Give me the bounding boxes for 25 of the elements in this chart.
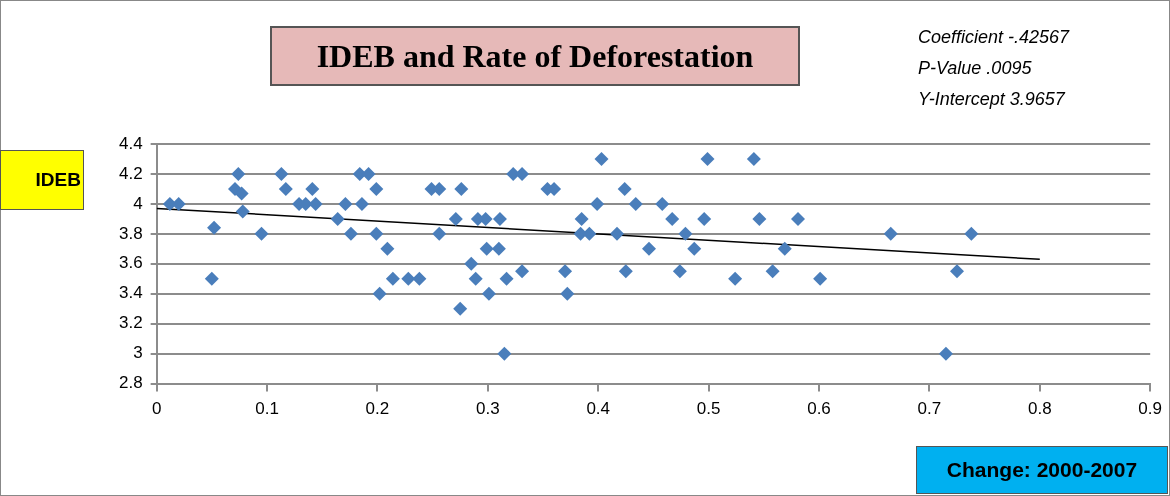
x-tick-label: 0 bbox=[151, 399, 162, 419]
y-tick-label: 3.4 bbox=[118, 283, 143, 303]
x-tick-label: 0.8 bbox=[1027, 399, 1052, 419]
x-tick-label: 0.5 bbox=[696, 399, 721, 419]
x-tick-label: 0.3 bbox=[476, 399, 500, 419]
y-tick-label: 3 bbox=[133, 343, 143, 363]
y-tick-label: 4 bbox=[133, 193, 143, 213]
y-tick-label: 4.2 bbox=[118, 163, 143, 183]
text: P-Value .0095 bbox=[918, 57, 1033, 80]
x-axis-title: Change: 2000-2007 bbox=[916, 446, 1168, 494]
y-tick-label: 3.2 bbox=[118, 313, 143, 333]
y-tick-label: 3.8 bbox=[118, 223, 143, 243]
y-axis-title: IDEB bbox=[0, 150, 84, 210]
x-tick-label: 0.4 bbox=[586, 399, 611, 419]
y-tick-label: 3.6 bbox=[118, 253, 143, 273]
y-tick-label: 4.4 bbox=[118, 133, 143, 153]
x-tick-label: 0.1 bbox=[255, 399, 279, 419]
chart-title: IDEB and Rate of Deforestation bbox=[270, 26, 800, 86]
x-tick-label: 0.6 bbox=[807, 399, 831, 419]
x-tick-label: 0.2 bbox=[365, 399, 390, 419]
text: Coefficient -.42567 bbox=[918, 26, 1071, 49]
text: Y-Intercept 3.9657 bbox=[918, 88, 1067, 111]
x-tick-label: 0.7 bbox=[917, 399, 942, 419]
y-tick-label: 2.8 bbox=[118, 373, 143, 393]
x-tick-label: 0.9 bbox=[1138, 399, 1162, 419]
